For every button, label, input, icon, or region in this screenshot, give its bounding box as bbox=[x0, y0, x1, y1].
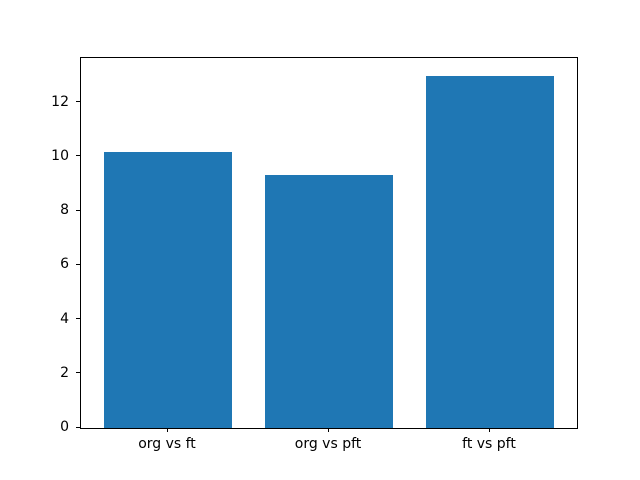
x-tick-mark bbox=[166, 428, 168, 432]
y-tick-mark bbox=[76, 101, 80, 103]
y-tick-mark bbox=[76, 426, 80, 428]
x-tick-label: org vs ft bbox=[138, 436, 196, 452]
plot-area bbox=[80, 57, 578, 429]
x-tick-label: org vs pft bbox=[294, 436, 362, 452]
y-tick-label: 4 bbox=[60, 310, 69, 327]
y-tick-mark bbox=[76, 263, 80, 265]
x-tick-label: ft vs pft bbox=[462, 436, 516, 452]
x-tick-mark bbox=[488, 428, 490, 432]
x-tick-mark bbox=[327, 428, 329, 432]
y-tick-label: 2 bbox=[60, 364, 69, 381]
y-tick-mark bbox=[76, 155, 80, 157]
y-tick-mark bbox=[76, 209, 80, 211]
y-tick-label: 6 bbox=[60, 256, 69, 273]
y-tick-mark bbox=[76, 318, 80, 320]
y-tick-label: 8 bbox=[60, 202, 69, 219]
y-tick-mark bbox=[76, 372, 80, 374]
y-tick-label: 0 bbox=[60, 419, 69, 435]
bar-org-vs-ft bbox=[103, 151, 233, 428]
y-tick-label: 10 bbox=[51, 147, 69, 164]
y-tick-label: 12 bbox=[51, 93, 69, 110]
bar-ft-vs-pft bbox=[425, 75, 555, 428]
bar-org-vs-pft bbox=[264, 174, 394, 428]
